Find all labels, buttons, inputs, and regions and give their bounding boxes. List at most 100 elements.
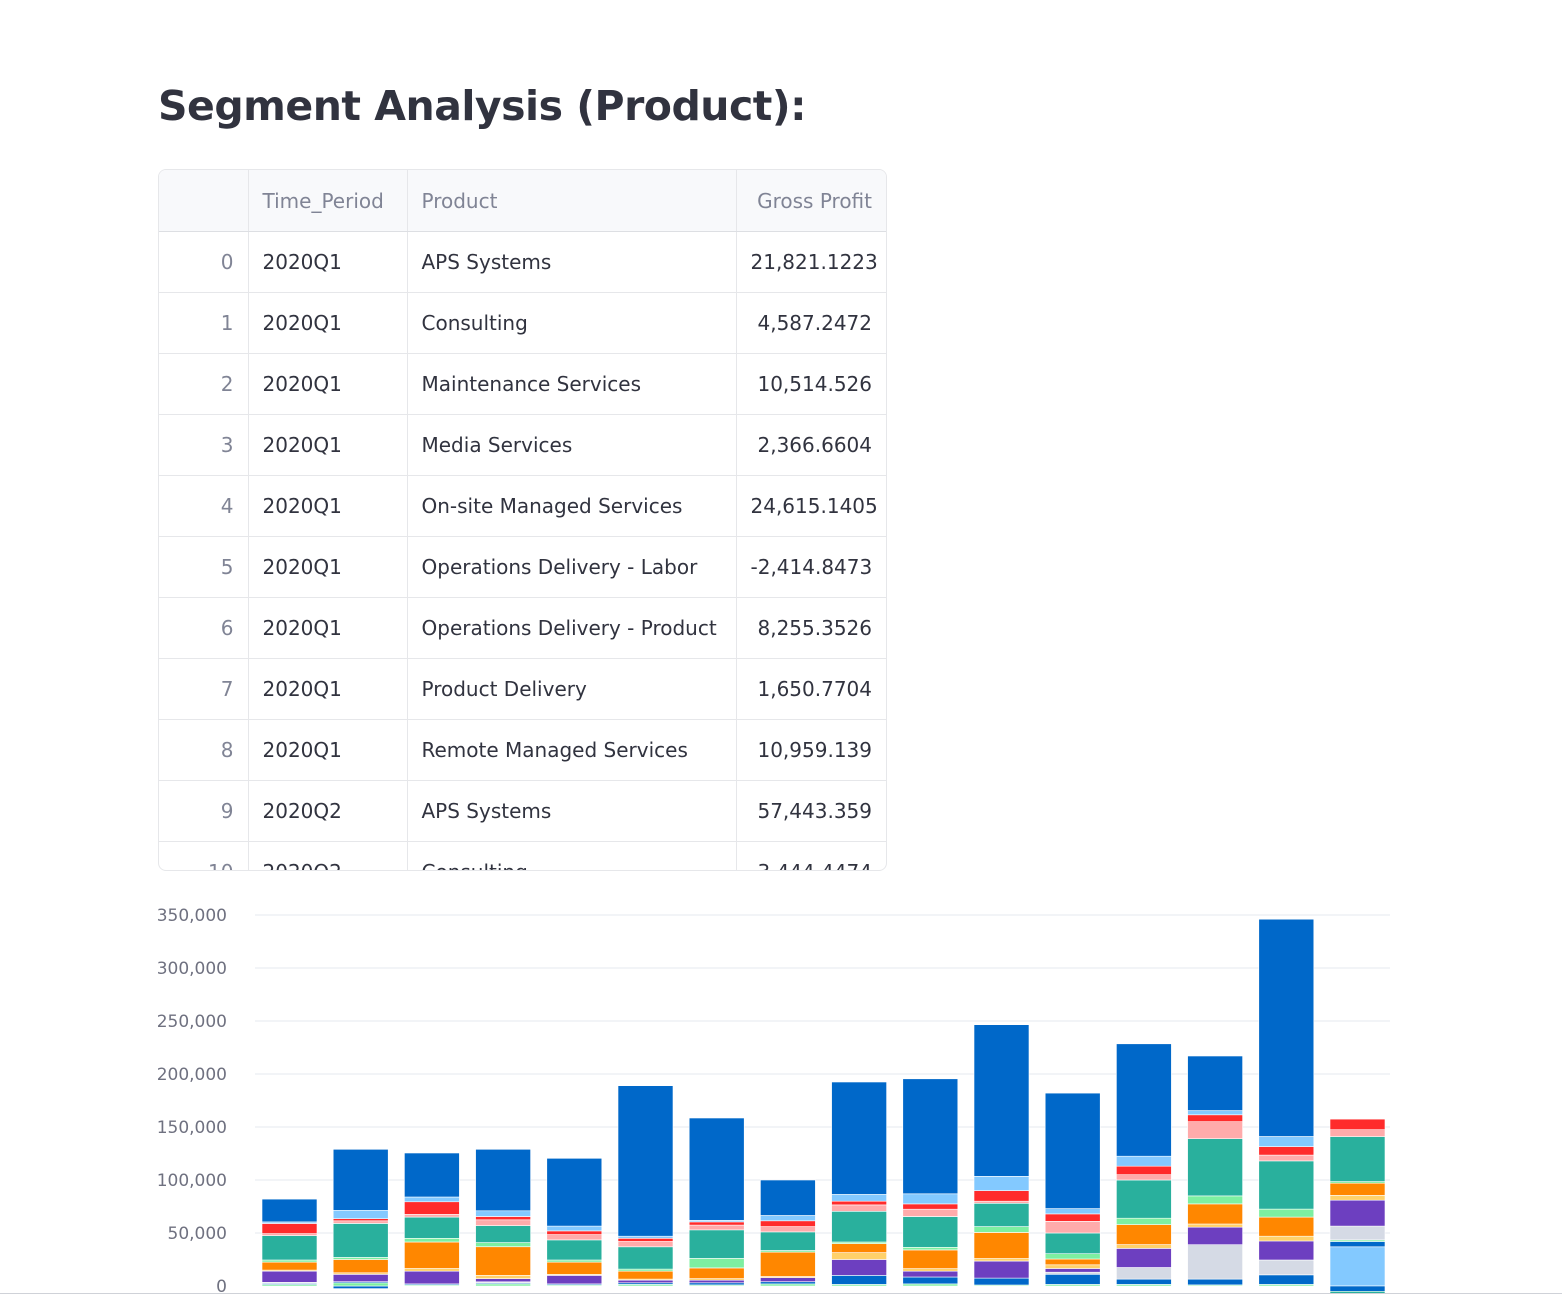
bar-segment[interactable] [546, 1239, 603, 1261]
bar-segment[interactable] [404, 1241, 460, 1269]
table-row[interactable]: 8 2020Q1 Remote Managed Services 10,959.139 [159, 719, 886, 781]
table-row[interactable]: 1 2020Q1 Consulting 4,587.2472 [159, 292, 886, 354]
bar-segment[interactable] [973, 1277, 1030, 1286]
bar-segment[interactable] [831, 1204, 887, 1212]
bar-segment[interactable] [973, 1260, 1030, 1279]
bar-segment[interactable] [831, 1243, 887, 1253]
bar-segment[interactable] [760, 1220, 816, 1227]
bar-segment[interactable] [688, 1224, 745, 1231]
bar-segment[interactable] [1329, 1118, 1386, 1131]
table-row[interactable]: 2 2020Q1 Maintenance Services 10,514.526 [159, 353, 886, 415]
bar-segment[interactable] [1187, 1195, 1243, 1205]
bar-segment[interactable] [617, 1270, 674, 1280]
bar-segment[interactable] [902, 1270, 959, 1278]
bar-segment[interactable] [831, 1259, 887, 1276]
bar-segment[interactable] [760, 1231, 816, 1251]
gross-profit-column-header[interactable]: Gross Profit [736, 170, 886, 232]
bar-segment[interactable] [332, 1209, 389, 1220]
bar-segment[interactable] [404, 1268, 460, 1272]
bar-segment[interactable] [404, 1152, 460, 1198]
bar-segment[interactable] [688, 1258, 745, 1269]
bar-segment[interactable] [475, 1210, 531, 1217]
bar-segment[interactable] [1187, 1223, 1243, 1228]
bar-segment[interactable] [1116, 1224, 1172, 1245]
bar-segment[interactable] [332, 1148, 389, 1211]
bar-segment[interactable] [261, 1235, 318, 1261]
bar-segment[interactable] [1329, 1241, 1386, 1248]
bar-segment[interactable] [1116, 1248, 1172, 1268]
bar-segment[interactable] [546, 1157, 603, 1227]
bar-segment[interactable] [1258, 1240, 1315, 1261]
bar-segment[interactable] [1044, 1253, 1101, 1260]
bar-segment[interactable] [404, 1201, 460, 1215]
stacked-bar-chart[interactable]: 0 50,000 100,000 150,000 200,000 250,000 300,0… [0, 880, 1562, 1293]
table-row[interactable]: 6 2020Q1 Operations Delivery - Product 8,25… [159, 597, 886, 659]
bar-segment[interactable] [1329, 1199, 1386, 1227]
bar-segment[interactable] [1116, 1278, 1172, 1285]
bar-segment[interactable] [475, 1242, 531, 1247]
bar-segment[interactable] [617, 1246, 674, 1270]
bar-segment[interactable] [760, 1277, 816, 1282]
bar-segment[interactable] [1329, 1225, 1386, 1241]
bar-segment[interactable] [831, 1193, 887, 1202]
bar-segment[interactable] [1116, 1155, 1172, 1167]
bar-segment[interactable] [760, 1251, 816, 1277]
dataframe-table[interactable]: Time_Period Product Gross Profit 0 2020Q1… [158, 169, 887, 871]
bar-segment[interactable] [546, 1225, 603, 1232]
bar-segment[interactable] [1044, 1273, 1101, 1285]
bar-segment[interactable] [1116, 1165, 1172, 1176]
bar-segment[interactable] [1187, 1114, 1243, 1123]
table-row[interactable]: 102020Q2Consulting3,444.4474 [159, 841, 886, 870]
bar-segment[interactable] [760, 1179, 816, 1216]
bar-segment[interactable] [617, 1237, 674, 1242]
bar-segment[interactable] [1258, 1160, 1315, 1210]
bar-segment[interactable] [404, 1237, 460, 1243]
bar-segment[interactable] [1187, 1203, 1243, 1225]
bar-segment[interactable] [973, 1024, 1030, 1177]
bar-segment[interactable] [1258, 1154, 1315, 1162]
bar-segment[interactable] [760, 1281, 816, 1285]
bar-segment[interactable] [1187, 1278, 1243, 1286]
bar-segment[interactable] [1329, 1246, 1386, 1287]
bar-segment[interactable] [1044, 1208, 1101, 1215]
bar-segment[interactable] [902, 1276, 959, 1285]
bar-segment[interactable] [973, 1232, 1030, 1259]
bar-segment[interactable] [1329, 1129, 1386, 1137]
bar-segment[interactable] [1116, 1244, 1172, 1249]
bar-segment[interactable] [1044, 1258, 1101, 1266]
bar-segment[interactable] [1329, 1195, 1386, 1201]
bar-segment[interactable] [688, 1267, 745, 1279]
bar-segment[interactable] [617, 1279, 674, 1284]
bar-segment[interactable] [902, 1249, 959, 1269]
bar-segment[interactable] [902, 1208, 959, 1217]
bar-segment[interactable] [1187, 1244, 1243, 1280]
bar-segment[interactable] [475, 1278, 531, 1283]
bar-segment[interactable] [973, 1226, 1030, 1233]
bar-segment[interactable] [1258, 1259, 1315, 1276]
bar-segment[interactable] [902, 1268, 959, 1272]
time-period-column-header[interactable]: Time_Period [248, 170, 408, 232]
bar-segment[interactable] [261, 1261, 318, 1271]
bar-segment[interactable] [332, 1273, 389, 1282]
bar-segment[interactable] [902, 1216, 959, 1248]
bar-segment[interactable] [902, 1246, 959, 1251]
bar-segment[interactable] [1116, 1043, 1172, 1157]
bar-segment[interactable] [546, 1230, 603, 1235]
bar-segment[interactable] [1258, 1208, 1315, 1218]
bar-segment[interactable] [1044, 1264, 1101, 1269]
bar-segment[interactable] [831, 1252, 887, 1260]
bar-segment[interactable] [688, 1279, 745, 1284]
bar-segment[interactable] [760, 1226, 816, 1233]
bar-segment[interactable] [475, 1225, 531, 1243]
bar-segment[interactable] [1044, 1268, 1101, 1273]
bar-segment[interactable] [1258, 918, 1315, 1137]
table-row[interactable]: 4 2020Q1 On-site Managed Services 24,615.14… [159, 475, 886, 537]
bar-segment[interactable] [1258, 1274, 1315, 1285]
bar-segment[interactable] [617, 1235, 674, 1239]
bar-segment[interactable] [1044, 1213, 1101, 1222]
bar-segment[interactable] [1044, 1220, 1101, 1234]
bar-segment[interactable] [1044, 1092, 1101, 1209]
bar-segment[interactable] [688, 1221, 745, 1226]
bar-segment[interactable] [902, 1283, 959, 1287]
bar-segment[interactable] [332, 1220, 389, 1224]
